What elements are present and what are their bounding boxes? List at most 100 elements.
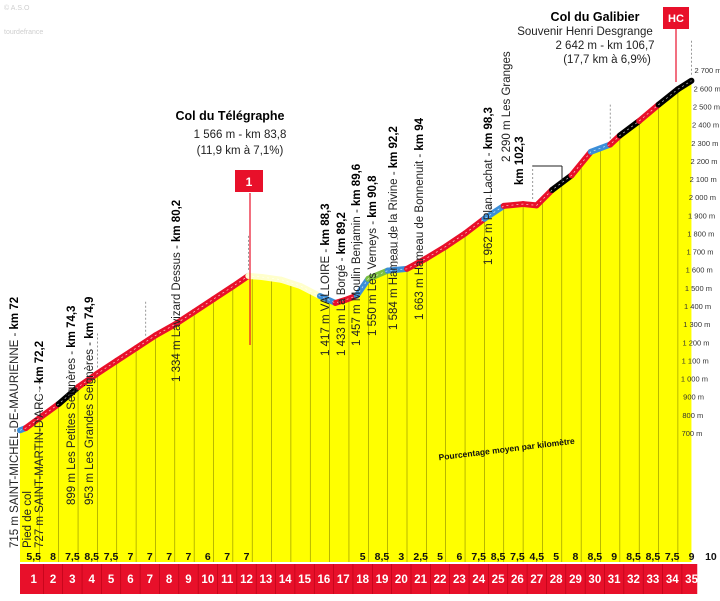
km-label: 1	[30, 574, 37, 586]
gradient-label: 8,5	[375, 551, 390, 563]
gradient-label: 7	[244, 551, 250, 563]
telegraphe-name: Col du Télégraphe	[175, 109, 284, 123]
km-label: 27	[530, 574, 543, 586]
gradient-label: 5,5	[26, 551, 41, 563]
gradient-label: 7,5	[65, 551, 80, 563]
elevation-tick: 2 500 m	[693, 102, 720, 111]
gradient-label: 8,5	[491, 551, 506, 563]
gradient-label: 7,5	[510, 551, 525, 563]
elevation-tick: 2 100 m	[690, 175, 717, 184]
point-label: 1 962 m Plan Lachat - km 98,3	[483, 107, 495, 265]
les-granges-annotation: 2 290 m Les Granges km 102,3	[501, 51, 563, 185]
gradient-label: 7	[128, 551, 134, 563]
km-label: 28	[550, 574, 563, 586]
km-label: 31	[608, 574, 621, 586]
km-label: 24	[472, 574, 485, 586]
gradient-label: 3	[398, 551, 404, 563]
km-label: 20	[395, 574, 408, 586]
elevation-tick: 900 m	[683, 393, 704, 402]
watermark-line-1: © A.S.O	[4, 4, 30, 12]
galibier-category: HC	[668, 13, 684, 25]
km-label: 8	[166, 574, 173, 586]
km-label: 12	[240, 574, 253, 586]
gradient-label: 8,5	[626, 551, 641, 563]
km-label: 18	[356, 574, 369, 586]
km-label: 11	[221, 574, 234, 586]
km-label: 25	[492, 574, 505, 586]
profile-segment	[674, 77, 695, 93]
km-label: 4	[89, 574, 96, 586]
km-band: 1 2 3 4 5 6 7 8 9 10 11 12 13 14 15 16 17 18 19 20 21 22 23 24 2…	[20, 564, 699, 594]
galibier-length-gradient: (17,7 km à 6,9%)	[563, 54, 651, 66]
point-label: 1 663 m Hameau de Bonnenuit - km 94	[414, 117, 426, 320]
gradient-label: 4,5	[529, 551, 544, 563]
elevation-tick: 1 900 m	[688, 211, 715, 220]
gradient-label: 2,5	[413, 551, 428, 563]
elevation-tick: 2 400 m	[692, 121, 719, 130]
elevation-tick: 2 300 m	[691, 139, 718, 148]
elevation-tick: 800 m	[682, 411, 703, 420]
profile-centre-line	[19, 80, 692, 431]
km-label: 13	[259, 574, 272, 586]
km-label: 17	[337, 574, 350, 586]
gradient-label: 9	[689, 551, 695, 563]
gradient-label: 5	[360, 551, 366, 563]
gradient-label: 7,5	[471, 551, 486, 563]
km-label: 23	[453, 574, 466, 586]
elevation-tick: 1 500 m	[685, 284, 712, 293]
point-label: Pied de col	[22, 491, 34, 548]
gradient-label: 6	[205, 551, 211, 563]
point-label: 1 417 m VALLOIRE - km 88,3	[320, 203, 332, 356]
les-granges-label: 2 290 m Les Granges	[501, 51, 513, 162]
gradient-label: 8	[50, 551, 56, 563]
km-label: 32	[627, 574, 640, 586]
elevation-tick: 1 100 m	[682, 356, 709, 365]
galibier-name: Col du Galibier	[551, 10, 640, 24]
gradient-label: 8,5	[84, 551, 99, 563]
gradient-label: 7,5	[665, 551, 680, 563]
telegraphe-length-gradient: (11,9 km à 7,1%)	[197, 145, 284, 157]
km-label: 7	[147, 574, 153, 586]
km-label: 34	[666, 574, 679, 586]
point-label: 1 433 m La Borgé - km 89,2	[336, 212, 348, 356]
elevation-tick: 2 200 m	[690, 157, 717, 166]
gradient-label: 7	[166, 551, 172, 563]
galibier-elevation-km: 2 642 m - km 106,7	[555, 40, 654, 52]
telegraphe-flag	[235, 170, 263, 192]
elevation-tick: 2 000 m	[689, 193, 716, 202]
telegraphe-category: 1	[246, 175, 253, 189]
galibier-summit: Col du Galibier Souvenir Henri Desgrange…	[517, 7, 689, 82]
elevation-tick: 1 200 m	[682, 338, 709, 347]
watermark-line-2: tourdefrance	[4, 29, 43, 36]
profile-layer	[17, 77, 695, 563]
km-label: 21	[414, 574, 427, 586]
point-label: 953 m Les Grandes Seignères - km 74,9	[84, 297, 96, 505]
gradient-label: 7	[224, 551, 230, 563]
point-label: 715 m SAINT-MICHEL-DE-MAURIENNE - km 72	[9, 297, 21, 548]
gradient-label: 7	[147, 551, 153, 563]
km-label: 19	[376, 574, 389, 586]
km-label: 35	[685, 574, 698, 586]
km-label: 33	[646, 574, 659, 586]
gradient-label: 7,5	[104, 551, 119, 563]
les-granges-km: km 102,3	[514, 136, 526, 185]
km-label: 6	[127, 574, 133, 586]
galibier-souvenir: Souvenir Henri Desgrange	[517, 26, 653, 38]
gradient-label: 7	[186, 551, 192, 563]
km-label: 22	[434, 574, 447, 586]
elevation-tick: 1 000 m	[681, 375, 708, 384]
gradient-label: 5	[437, 551, 443, 563]
elevation-tick: 1 600 m	[686, 266, 713, 275]
profile-area	[20, 80, 692, 563]
elevation-tick: 1 800 m	[687, 229, 714, 238]
markers-layer	[39, 40, 692, 413]
km-label: 14	[279, 574, 292, 586]
gradient-label: 8	[573, 551, 579, 563]
gradient-label: 8,5	[588, 551, 603, 563]
km-label: 3	[69, 574, 75, 586]
gradient-label: 6	[456, 551, 462, 563]
elevation-tick: 2 600 m	[694, 84, 720, 93]
elevation-tick: 1 700 m	[686, 248, 713, 257]
elevation-tick: 2 700 m	[694, 66, 720, 75]
